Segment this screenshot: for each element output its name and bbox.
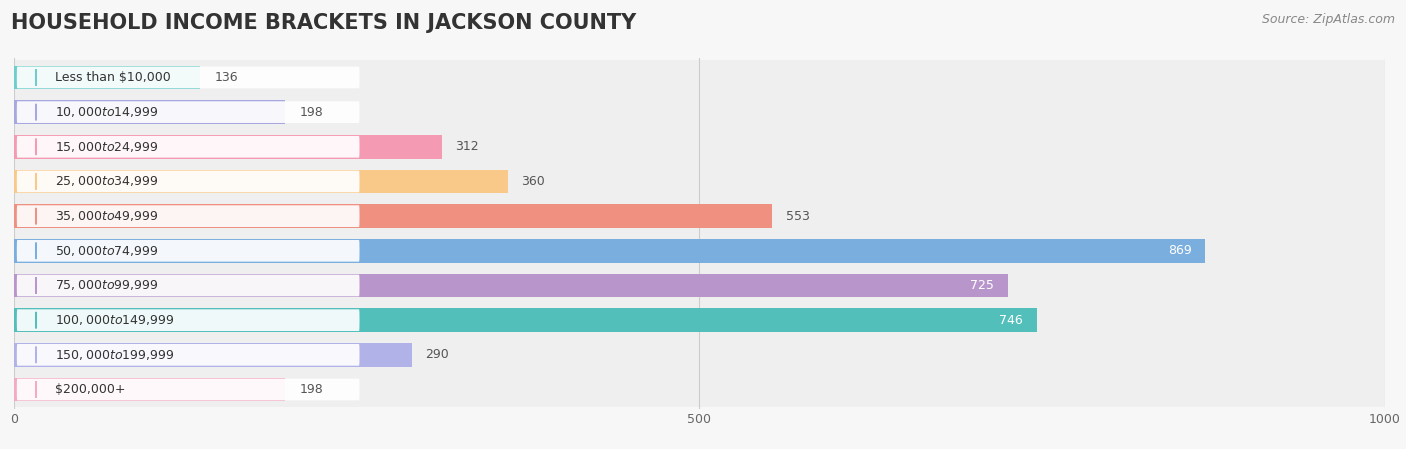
Bar <box>14 60 1385 95</box>
FancyBboxPatch shape <box>17 275 360 296</box>
Bar <box>14 129 1385 164</box>
Text: 198: 198 <box>299 106 323 119</box>
Text: 198: 198 <box>299 383 323 396</box>
Text: 136: 136 <box>214 71 238 84</box>
Text: 553: 553 <box>786 210 810 223</box>
Bar <box>14 199 1385 233</box>
Text: 725: 725 <box>970 279 994 292</box>
FancyBboxPatch shape <box>17 66 360 88</box>
Bar <box>14 100 285 124</box>
Text: $75,000 to $99,999: $75,000 to $99,999 <box>55 278 159 292</box>
Bar <box>14 164 1385 199</box>
Bar <box>14 303 1385 338</box>
Bar <box>14 343 412 367</box>
Text: 312: 312 <box>456 140 479 153</box>
Bar <box>14 95 1385 129</box>
Bar <box>14 308 1036 332</box>
Bar <box>14 274 1008 297</box>
FancyBboxPatch shape <box>17 344 360 365</box>
Bar <box>14 66 201 89</box>
Bar <box>14 372 1385 407</box>
Text: $35,000 to $49,999: $35,000 to $49,999 <box>55 209 159 223</box>
Text: 869: 869 <box>1168 244 1192 257</box>
Bar <box>14 233 1385 268</box>
Bar <box>14 338 1385 372</box>
Text: $50,000 to $74,999: $50,000 to $74,999 <box>55 244 159 258</box>
Bar <box>14 170 508 193</box>
FancyBboxPatch shape <box>17 240 360 262</box>
Bar <box>14 268 1385 303</box>
Bar <box>14 204 772 228</box>
Text: $150,000 to $199,999: $150,000 to $199,999 <box>55 348 174 362</box>
Bar <box>14 239 1205 263</box>
Text: 746: 746 <box>1000 314 1024 327</box>
Text: 290: 290 <box>426 348 449 361</box>
Bar <box>14 135 441 158</box>
FancyBboxPatch shape <box>17 379 360 401</box>
Text: $25,000 to $34,999: $25,000 to $34,999 <box>55 175 159 189</box>
FancyBboxPatch shape <box>17 136 360 158</box>
Text: 360: 360 <box>522 175 546 188</box>
Text: $200,000+: $200,000+ <box>55 383 125 396</box>
FancyBboxPatch shape <box>17 171 360 192</box>
Text: HOUSEHOLD INCOME BRACKETS IN JACKSON COUNTY: HOUSEHOLD INCOME BRACKETS IN JACKSON COU… <box>11 13 637 34</box>
Text: Source: ZipAtlas.com: Source: ZipAtlas.com <box>1261 13 1395 26</box>
FancyBboxPatch shape <box>17 309 360 331</box>
FancyBboxPatch shape <box>17 101 360 123</box>
FancyBboxPatch shape <box>17 205 360 227</box>
Text: $100,000 to $149,999: $100,000 to $149,999 <box>55 313 174 327</box>
Text: $10,000 to $14,999: $10,000 to $14,999 <box>55 105 159 119</box>
Text: $15,000 to $24,999: $15,000 to $24,999 <box>55 140 159 154</box>
Bar <box>14 378 285 401</box>
Text: Less than $10,000: Less than $10,000 <box>55 71 172 84</box>
